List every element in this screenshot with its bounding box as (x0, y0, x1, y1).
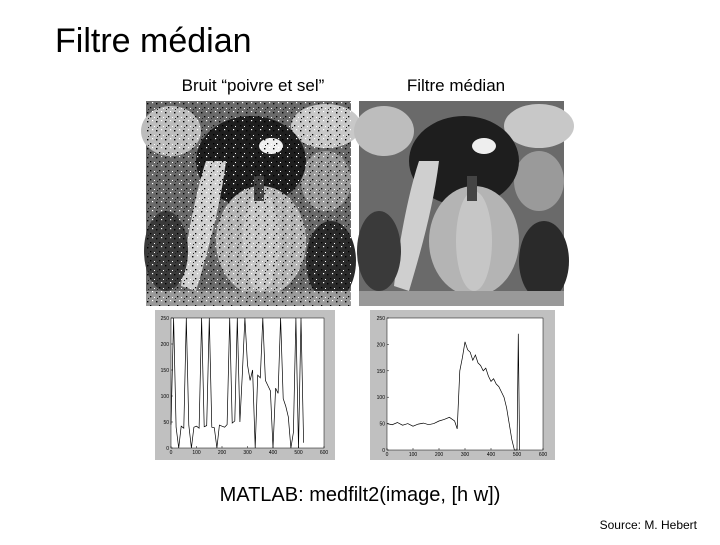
y-tick-label: 0 (382, 448, 385, 454)
command: MATLAB: medfilt2(image, [h w]) (220, 484, 501, 506)
filtered-image (354, 101, 574, 306)
x-tick-label: 0 (170, 450, 173, 456)
source: Source: M. Hebert (600, 518, 698, 532)
y-tick-label: 50 (163, 420, 169, 426)
profile-line (170, 317, 304, 449)
y-tick-label: 100 (377, 395, 386, 401)
y-tick-label: 0 (166, 446, 169, 452)
x-tick-label: 300 (461, 452, 470, 458)
x-tick-label: 400 (269, 450, 278, 456)
x-tick-label: 300 (243, 450, 252, 456)
y-tick-label: 150 (377, 369, 386, 375)
y-tick-label: 250 (161, 316, 170, 322)
profile-line (386, 333, 520, 451)
y-tick-label: 250 (377, 316, 386, 322)
x-tick-label: 600 (539, 452, 548, 458)
noisy-image (141, 101, 361, 306)
x-tick-label: 100 (192, 450, 201, 456)
y-tick-label: 100 (161, 394, 170, 400)
slide-title: Filtre médian (55, 22, 252, 60)
x-tick-label: 0 (386, 452, 389, 458)
y-tick-label: 150 (161, 368, 170, 374)
x-tick-label: 500 (513, 452, 522, 458)
y-tick-label: 200 (377, 342, 386, 348)
y-tick-label: 50 (379, 422, 385, 428)
x-tick-label: 500 (294, 450, 303, 456)
caption: Bruit “poivre et sel” (182, 76, 325, 95)
caption: Filtre médian (407, 76, 505, 95)
x-tick-label: 600 (320, 450, 329, 456)
x-tick-label: 200 (435, 452, 444, 458)
y-tick-label: 200 (161, 342, 170, 348)
x-tick-label: 200 (218, 450, 227, 456)
x-tick-label: 100 (409, 452, 418, 458)
x-tick-label: 400 (487, 452, 496, 458)
